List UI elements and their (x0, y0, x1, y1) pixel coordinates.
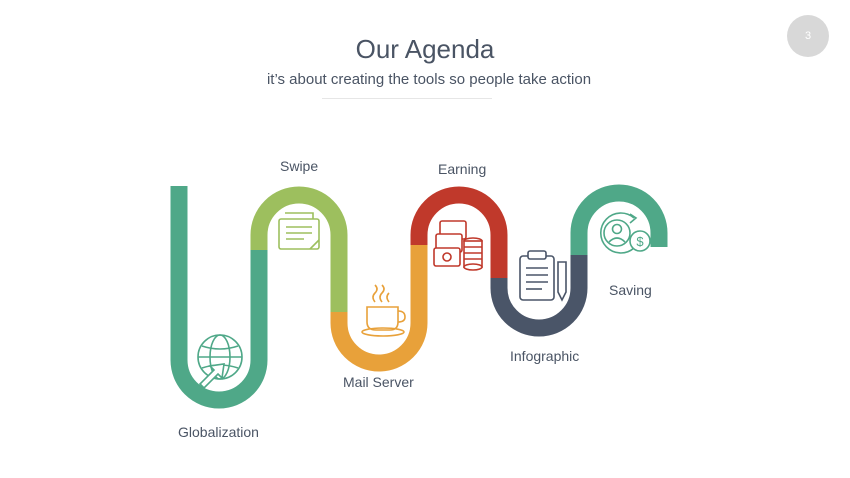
clipboard-pen-icon (519, 250, 567, 302)
agenda-item-earning: Earning (438, 161, 487, 177)
path-segment-earning (410, 186, 508, 278)
slide-subtitle: it’s about creating the tools so people … (266, 71, 592, 88)
slide-title: Our Agenda (355, 34, 495, 64)
agenda-item-globalization: Globalization (178, 424, 259, 440)
path-segment-mail-server (330, 245, 428, 372)
globe-arrow-icon (197, 334, 243, 390)
money-coins-icon (433, 220, 483, 271)
agenda-item-saving: Saving (609, 282, 652, 298)
path-segment-swipe (250, 186, 348, 312)
coffee-cup-icon (361, 284, 406, 337)
path-segment-infographic (490, 255, 588, 337)
title-divider (322, 98, 492, 99)
page-number-badge: 3 (787, 15, 829, 57)
dollar-refresh-icon: $ (600, 212, 651, 254)
agenda-item-swipe: Swipe (280, 158, 319, 174)
path-segment-saving (570, 184, 668, 255)
path-segment-globalization (170, 186, 268, 409)
svg-text:$: $ (636, 234, 644, 249)
document-icon (278, 212, 320, 250)
agenda-item-infographic: Infographic (510, 348, 580, 364)
agenda-item-mail-server: Mail Server (343, 374, 414, 390)
